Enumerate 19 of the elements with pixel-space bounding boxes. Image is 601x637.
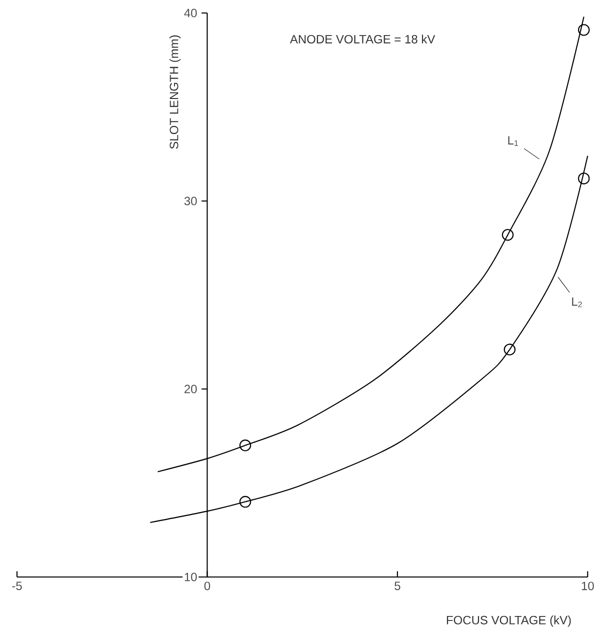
x-tick-label: 10 [582, 582, 594, 590]
y-tick-label: 10 [184, 572, 197, 582]
point [239, 496, 252, 508]
point [578, 24, 590, 36]
point [502, 228, 514, 241]
annotation: ANODE VOLTAGE = 18 kV [290, 34, 436, 44]
x-tick-label: 0 [204, 582, 210, 590]
x-tick-label: 5 [394, 582, 400, 590]
x-tick-label: -5 [12, 582, 22, 590]
x-axis-title: FOCUS VOLTAGE (kV) [446, 616, 571, 627]
y-tick-label: 40 [184, 8, 197, 18]
y-tick-label: 20 [184, 384, 197, 394]
text: L$_{1}$ [508, 136, 518, 146]
point [504, 344, 516, 356]
point [578, 172, 590, 184]
y-axis-title: SLOT LENGTH (mm) [169, 35, 181, 149]
point [239, 440, 252, 452]
y-tick-label: 30 [184, 196, 197, 206]
legend-label: L$_{2}$ [572, 297, 582, 308]
